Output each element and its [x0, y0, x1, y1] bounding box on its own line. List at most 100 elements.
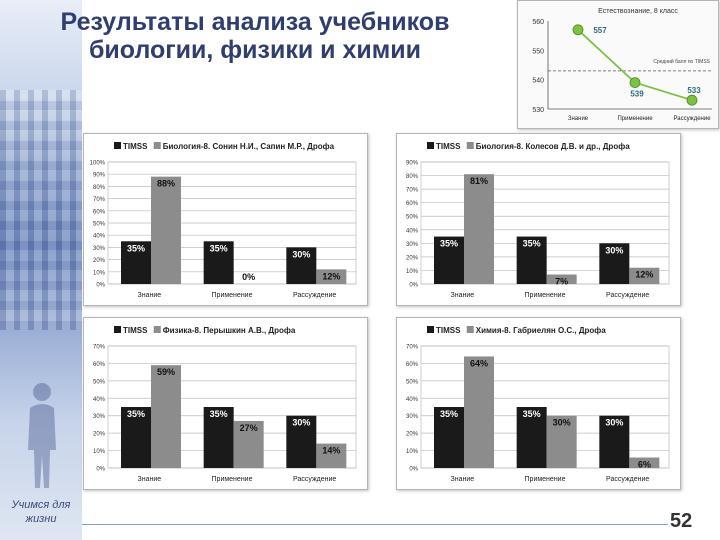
sidebar-collage	[0, 90, 82, 330]
data-point	[572, 24, 584, 36]
y-tick-label: 0%	[409, 283, 418, 289]
legend-swatch	[427, 326, 434, 333]
y-tick-label: 100%	[90, 161, 106, 167]
bar	[203, 241, 234, 284]
line-chart: Естествознание, 8 класс 530 540 550 560 Средн…	[532, 8, 712, 122]
bar	[286, 247, 317, 284]
bar-chart-1: TIMSS Биология-8. Сонин Н.И., Сапин М.Р.,…	[90, 142, 357, 299]
y-tick-label: 70%	[93, 197, 106, 203]
data-label: 14%	[322, 446, 340, 456]
x-tick-label: Знание	[568, 116, 589, 122]
legend-label: Биология-8. Сонин Н.И., Сапин М.Р., Дроф…	[163, 142, 335, 151]
bar	[151, 365, 181, 468]
y-tick-label: 550	[532, 48, 544, 55]
legend-swatch	[114, 326, 121, 333]
bar	[464, 174, 494, 284]
bar	[599, 243, 630, 284]
x-tick-label: Рассуждение	[673, 116, 711, 122]
y-tick-label: 30%	[93, 246, 106, 252]
y-tick-label: 20%	[93, 258, 106, 264]
legend-label: TIMSS	[123, 142, 148, 151]
legend-swatch	[153, 326, 161, 333]
y-tick-label: 10%	[93, 270, 106, 276]
data-label: 30%	[292, 418, 310, 428]
y-tick-label: 80%	[406, 174, 419, 180]
data-label: 12%	[322, 271, 340, 281]
bar-chart-3: TIMSS Физика-8. Перышкин А.В., Дрофа 0% 10%…	[93, 326, 357, 483]
y-tick-label: 80%	[93, 185, 106, 191]
bar	[516, 407, 547, 468]
y-tick-label: 0%	[409, 467, 418, 473]
bar	[599, 415, 630, 468]
data-label: 35%	[523, 409, 541, 419]
y-tick-label: 40%	[406, 228, 419, 234]
data-label: 27%	[240, 423, 258, 433]
y-tick-label: 50%	[406, 215, 419, 221]
y-tick-label: 50%	[93, 222, 106, 228]
y-tick-label: 0%	[96, 467, 105, 473]
y-tick-label: 560	[532, 19, 544, 26]
data-label: 539	[630, 90, 644, 99]
y-tick-label: 50%	[406, 379, 419, 385]
y-tick-label: 60%	[93, 362, 106, 368]
x-tick-label: Применение	[525, 292, 566, 299]
bar	[121, 407, 151, 468]
x-tick-label: Применение	[212, 476, 253, 483]
data-label: 30%	[292, 249, 310, 259]
legend-label: TIMSS	[123, 326, 148, 335]
x-tick-label: Рассуждение	[293, 292, 336, 299]
legend-swatch	[466, 326, 474, 333]
x-tick-label: Рассуждение	[293, 476, 336, 483]
data-label: 0%	[242, 272, 255, 282]
bar	[434, 407, 464, 468]
data-label: 30%	[605, 245, 623, 255]
slogan: Учимся для жизни	[11, 499, 71, 525]
bar	[286, 415, 317, 468]
y-tick-label: 50%	[93, 379, 106, 385]
y-tick-label: 90%	[93, 173, 106, 179]
decorative-sidebar: Учимся для жизни	[0, 0, 82, 540]
data-point	[629, 77, 641, 88]
y-tick-label: 90%	[406, 161, 419, 167]
y-tick-label: 10%	[406, 449, 419, 455]
data-label: 35%	[210, 243, 228, 253]
bar	[316, 443, 347, 468]
data-label: 557	[593, 26, 607, 35]
legend-swatch	[427, 142, 434, 149]
x-tick-label: Применение	[617, 116, 653, 122]
data-label: 81%	[470, 176, 488, 186]
x-tick-label: Знание	[138, 292, 162, 299]
bar-chart-panel-2: TIMSS Биология-8. Колесов Д.В. и др., Дро…	[396, 133, 681, 306]
data-label: 35%	[127, 409, 145, 419]
bar	[316, 269, 347, 284]
x-tick-label: Знание	[138, 476, 162, 483]
y-tick-label: 10%	[93, 449, 106, 455]
page-number: 52	[670, 510, 693, 532]
x-tick-label: Применение	[525, 476, 566, 483]
data-label: 6%	[638, 460, 651, 470]
person-silhouette-icon	[28, 383, 56, 488]
legend-swatch	[466, 142, 474, 149]
reference-line-label: Средний балл по TIMSS	[653, 58, 710, 65]
y-tick-label: 20%	[406, 255, 419, 261]
bar	[203, 407, 234, 468]
y-tick-label: 20%	[406, 432, 419, 438]
legend-label: Химия-8. Габриелян О.С., Дрофа	[476, 326, 607, 335]
x-tick-label: Рассуждение	[606, 476, 649, 483]
bar-chart-4: TIMSS Химия-8. Габриелян О.С., Дрофа 0% 10%…	[406, 326, 670, 483]
y-tick-label: 70%	[406, 345, 419, 351]
slide-title: Результаты анализа учебников биологии, ф…	[60, 8, 450, 64]
y-tick-label: 10%	[406, 269, 419, 275]
y-tick-label: 30%	[93, 414, 106, 420]
data-label: 59%	[157, 367, 175, 377]
legend-label: TIMSS	[436, 142, 461, 151]
bar	[434, 236, 464, 284]
data-label: 12%	[635, 270, 653, 280]
y-tick-label: 30%	[406, 414, 419, 420]
legend-label: TIMSS	[436, 326, 461, 335]
data-label: 7%	[555, 277, 568, 287]
legend-label: Биология-8. Колесов Д.В. и др., Дрофа	[476, 142, 630, 151]
data-label: 35%	[210, 409, 228, 419]
y-tick-label: 70%	[406, 188, 419, 194]
legend-label: Физика-8. Перышкин А.В., Дрофа	[163, 326, 296, 335]
